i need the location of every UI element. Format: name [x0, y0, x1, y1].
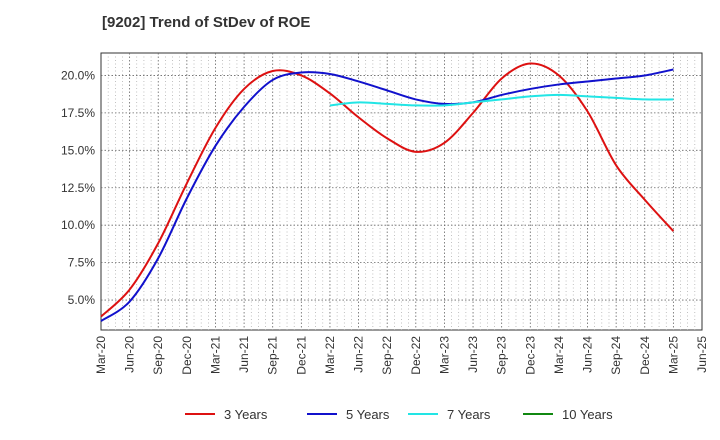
x-tick-label: Sep-20: [151, 336, 165, 375]
x-tick-label: Sep-22: [380, 336, 394, 375]
y-axis-ticks: 5.0% 7.5% 10.0% 12.5% 15.0% 17.5% 20.0%: [61, 68, 95, 307]
x-tick-label: Jun-24: [581, 336, 595, 373]
x-tick-label: Dec-21: [294, 336, 308, 375]
y-tick-label: 5.0%: [68, 293, 96, 307]
legend-label-10-years: 10 Years: [562, 407, 613, 422]
x-tick-label: Mar-23: [437, 336, 451, 374]
series-line-5-years: [100, 68, 674, 322]
legend: 3 Years 5 Years 7 Years 10 Years: [185, 407, 613, 422]
x-tick-label: Dec-23: [523, 336, 537, 375]
x-tick-label: Dec-24: [638, 336, 652, 375]
y-tick-label: 10.0%: [61, 218, 95, 232]
series-line-7-years: [329, 93, 674, 107]
x-tick-label: Dec-22: [409, 336, 423, 375]
series-line-3-years: [100, 62, 675, 318]
x-tick-label: Jun-20: [123, 336, 137, 373]
x-tick-label: Sep-24: [609, 336, 623, 375]
y-tick-label: 15.0%: [61, 143, 95, 157]
y-tick-label: 20.0%: [61, 68, 95, 82]
x-tick-label: Jun-25: [695, 336, 709, 373]
x-tick-label: Dec-20: [180, 336, 194, 375]
x-tick-label: Mar-21: [208, 336, 222, 374]
x-tick-label: Mar-20: [94, 336, 108, 374]
x-tick-label: Jun-21: [237, 336, 251, 373]
legend-label-3-years: 3 Years: [224, 407, 268, 422]
legend-label-5-years: 5 Years: [346, 407, 390, 422]
x-tick-label: Jun-22: [352, 336, 366, 373]
x-tick-label: Mar-25: [666, 336, 680, 374]
x-tick-label: Sep-21: [266, 336, 280, 375]
x-axis-ticks: Mar-20 Jun-20 Sep-20 Dec-20 Mar-21 Jun-21 Sep-…: [94, 336, 709, 375]
x-tick-label: Sep-23: [495, 336, 509, 375]
chart-title: [9202] Trend of StDev of ROE: [102, 14, 310, 31]
x-tick-label: Mar-22: [323, 336, 337, 374]
series-lines: [100, 62, 675, 322]
x-tick-label: Mar-24: [552, 336, 566, 374]
y-tick-label: 12.5%: [61, 181, 95, 195]
y-tick-label: 17.5%: [61, 106, 95, 120]
x-tick-label: Jun-23: [466, 336, 480, 373]
legend-label-7-years: 7 Years: [447, 407, 491, 422]
y-tick-label: 7.5%: [68, 256, 96, 270]
